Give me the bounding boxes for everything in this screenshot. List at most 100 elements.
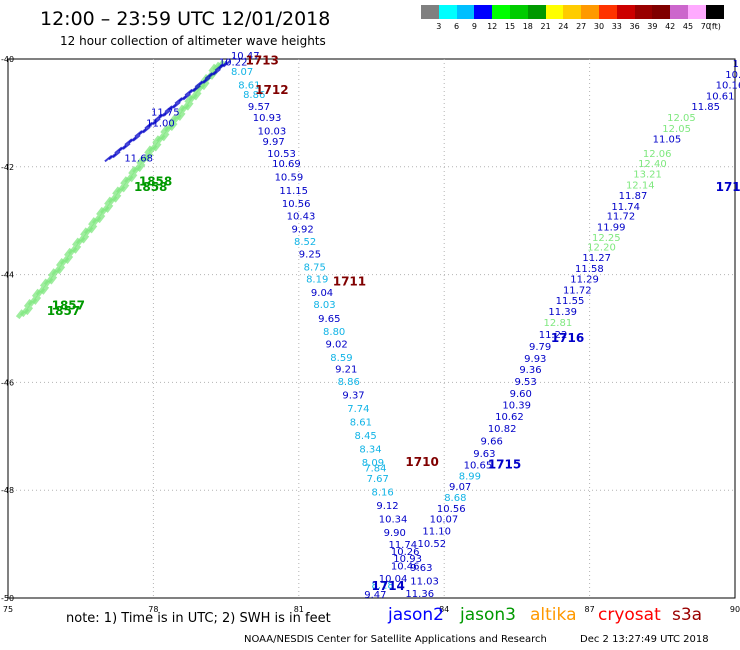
wave-height-label: 9.93 <box>524 354 546 365</box>
legend-jason3: jason3 <box>460 605 516 625</box>
x-tick-label: 87 <box>585 605 595 614</box>
map-subtitle: 12 hour collection of altimeter wave hei… <box>60 34 326 48</box>
x-tick-label: 90 <box>730 605 740 614</box>
wave-height-label: 9.02 <box>325 339 347 350</box>
wave-height-label: 11.22 <box>539 330 568 341</box>
colorbar-cell <box>492 5 510 19</box>
wave-height-label: 11.15 <box>279 186 308 197</box>
wave-height-label: 8.86 <box>243 90 265 101</box>
wave-height-label: 11.74 <box>611 202 640 213</box>
wave-height-label: 11.75 <box>151 108 180 119</box>
wave-height-label: 11.29 <box>570 275 599 286</box>
wave-height-label: 9.53 <box>514 377 536 388</box>
wave-height-label: 12.05 <box>667 113 696 124</box>
wave-height-label: 9.57 <box>248 102 270 113</box>
pass-label: 1858 <box>139 175 172 189</box>
wave-height-label: 8.34 <box>359 444 381 455</box>
wave-height-label: 9.07 <box>449 482 471 493</box>
axis-tick-labels: 75 78 81 84 87 90 -40 -42 -44 -46 -48 -50 <box>1 55 740 614</box>
wave-height-label: 12.20 <box>587 242 616 253</box>
wave-height-label: 10.59 <box>275 172 304 183</box>
colorbar-cell <box>687 5 706 19</box>
wave-height-label: 10.82 <box>488 424 517 435</box>
wave-height-label: 9.25 <box>299 249 321 260</box>
wave-height-label: 12.14 <box>626 180 655 191</box>
colorbar-label: 70 <box>700 22 711 31</box>
legend-jason2: jason2 <box>388 605 444 625</box>
pass-label: 1714 <box>372 579 405 593</box>
wave-height-label: 9.63 <box>473 449 495 460</box>
pass-label: 1716 <box>551 331 584 345</box>
wave-height-label: 8.52 <box>294 237 316 248</box>
colorbar-label: 33 <box>611 22 622 31</box>
wave-height-label: 9.21 <box>335 365 357 376</box>
footer-timestamp: Dec 2 13:27:49 UTC 2018 <box>580 634 709 645</box>
wave-height-label: 7.84 <box>364 463 386 474</box>
wave-height-label: 10.46 <box>391 561 420 572</box>
colorbar-label: 45 <box>682 22 694 31</box>
wave-height-label: 12.25 <box>592 233 621 244</box>
wave-height-label: 11.05 <box>653 135 682 146</box>
track-swaths <box>15 56 235 320</box>
wave-height-label: 8.61 <box>350 418 372 429</box>
colorbar-label: 24 <box>558 22 569 31</box>
wave-height-label: 7.74 <box>347 404 369 415</box>
wave-height-label: 8.61 <box>238 81 260 92</box>
wave-height-label: 10.34 <box>379 515 408 526</box>
wave-height-label: 9.79 <box>529 342 551 353</box>
colorbar-label: 18 <box>522 22 533 31</box>
colorbar-label: 15 <box>504 22 516 31</box>
pass-label: 1857 <box>47 304 80 318</box>
wave-height-label: 10.56 <box>437 504 466 515</box>
wave-height-label: 10.93 <box>393 554 422 565</box>
wave-height-label: 11.72 <box>607 212 636 223</box>
x-tick-label: 81 <box>294 605 304 614</box>
wave-height-label: 8.07 <box>231 67 253 78</box>
wave-height-label: 10.03 <box>258 126 287 137</box>
wave-height-label: 8.03 <box>313 300 335 311</box>
map-title: 12:00 – 23:59 UTC 12/01/2018 <box>40 8 331 30</box>
wave-height-label: 8.19 <box>306 275 328 286</box>
wave-height-label: 11.36 <box>405 589 434 600</box>
wave-height-label: 11.03 <box>410 577 439 588</box>
colorbar-label: 12 <box>487 22 498 31</box>
wave-height-label: 9.60 <box>510 389 532 400</box>
pass-label: 1715 <box>488 458 521 472</box>
colorbar-label: 36 <box>629 22 640 31</box>
wave-height-label: 12.05 <box>662 124 691 135</box>
x-tick-label: 84 <box>439 605 449 614</box>
wave-height-label: 12.06 <box>643 149 672 160</box>
colorbar-cell <box>581 5 599 19</box>
wave-height-label: 11.10 <box>422 526 451 537</box>
wave-height-label: 11.87 <box>619 191 648 202</box>
y-tick-label: -44 <box>1 271 14 280</box>
wave-height-label: 10.16 <box>716 81 740 92</box>
colorbar-label: 9 <box>471 22 477 31</box>
wave-height-label: 8.68 <box>444 493 466 504</box>
colorbar-cell <box>634 5 653 19</box>
y-tick-label: -48 <box>1 486 14 495</box>
wave-height-label: 11.55 <box>556 296 585 307</box>
x-tick-label: 78 <box>148 605 158 614</box>
x-tick-label: 75 <box>3 605 13 614</box>
wave-height-label: 11.3 <box>733 59 740 70</box>
wave-height-label: 9.65 <box>318 314 340 325</box>
wave-height-label: 10.47 <box>231 51 260 62</box>
wave-height-label: 9.63 <box>410 563 432 574</box>
colorbar-cell <box>509 5 528 19</box>
swath-1858-blue <box>112 56 235 159</box>
wave-height-label: 9.37 <box>342 391 364 402</box>
wave-height-label: 10.62 <box>495 412 524 423</box>
wave-height-label: 11.58 <box>575 264 604 275</box>
pass-label: 1712 <box>255 83 288 97</box>
wave-height-label: 10.65 <box>464 461 493 472</box>
pass-label: 1711 <box>333 274 366 288</box>
wave-height-label: 10.69 <box>272 159 301 170</box>
colorbar-label: 3 <box>436 22 442 31</box>
colorbar-label: 42 <box>665 22 676 31</box>
colorbar-cell <box>705 5 724 19</box>
pass-label: 1857 <box>52 299 85 313</box>
wave-height-label: 9.04 <box>311 288 333 299</box>
colorbar-cell <box>670 5 688 19</box>
